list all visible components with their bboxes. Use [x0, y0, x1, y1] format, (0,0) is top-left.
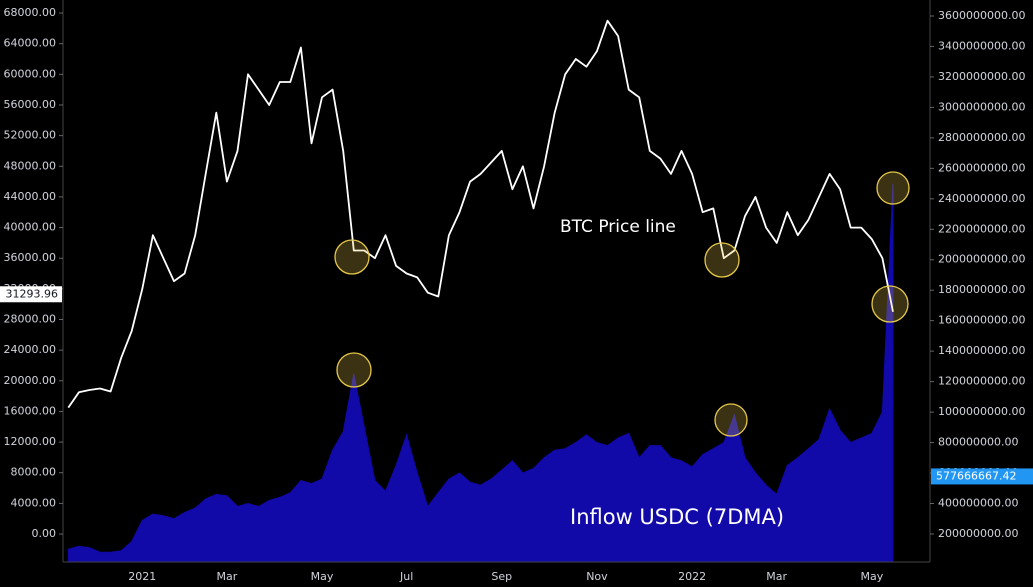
x-tick-label: 2021: [128, 570, 156, 583]
highlight-circle: [876, 171, 910, 205]
y2-tick-label: 2400000000.00: [938, 192, 1025, 205]
y2-tick-label: 3400000000.00: [938, 39, 1025, 52]
last-value-tag: [0, 286, 62, 303]
y2-tick-label: 800000000.00: [938, 436, 1018, 449]
y2-tick-label: 2200000000.00: [938, 222, 1025, 235]
y-tick-label: 52000.00: [4, 129, 57, 142]
series-label: Inflow USDC (7DMA): [570, 505, 784, 529]
y2-tick-label: 2600000000.00: [938, 161, 1025, 174]
y-tick-label: 20000.00: [4, 374, 57, 387]
plot-area: [67, 19, 894, 563]
y2-tick-label: 3000000000.00: [938, 100, 1025, 113]
last-value-label: 577666667.42: [936, 469, 1016, 482]
x-tick-label: Sep: [491, 570, 512, 583]
y-tick-label: 16000.00: [4, 404, 57, 417]
x-tick-label: Mar: [766, 570, 787, 583]
x-tick-label: May: [860, 570, 883, 583]
y2-tick-label: 1200000000.00: [938, 375, 1025, 388]
y2-tick-label: 1400000000.00: [938, 344, 1025, 357]
y2-tick-label: 400000000.00: [938, 496, 1018, 509]
highlight-circle: [334, 239, 370, 275]
y-tick-label: 24000.00: [4, 343, 57, 356]
y2-tick-label: 200000000.00: [938, 527, 1018, 540]
y-tick-label: 28000.00: [4, 313, 57, 326]
line: [67, 19, 894, 409]
highlight-circle: [336, 352, 372, 388]
y2-tick-label: 2000000000.00: [938, 253, 1025, 266]
last-value-label: 31293.96: [6, 287, 59, 300]
y-tick-label: 8000.00: [11, 466, 57, 479]
y2-tick-label: 1600000000.00: [938, 314, 1025, 327]
x-tick-label: May: [311, 570, 334, 583]
y-tick-label: 40000.00: [4, 221, 57, 234]
y-tick-label: 4000.00: [11, 496, 57, 509]
y-tick-label: 12000.00: [4, 435, 57, 448]
y-tick-label: 36000.00: [4, 251, 57, 264]
y2-tick-label: 2800000000.00: [938, 131, 1025, 144]
y-tick-label: 0.00: [32, 527, 57, 540]
y-tick-label: 48000.00: [4, 159, 57, 172]
highlight-circles: [334, 171, 910, 437]
highlight-circle: [871, 285, 909, 323]
y2-tick-label: 3200000000.00: [938, 70, 1025, 83]
y-tick-label: 60000.00: [4, 67, 57, 80]
area: [67, 183, 894, 563]
x-tick-label: 2022: [678, 570, 706, 583]
y-tick-label: 64000.00: [4, 37, 57, 50]
y-tick-label: 68000.00: [4, 6, 57, 19]
y-tick-label: 44000.00: [4, 190, 57, 203]
x-tick-label: Mar: [217, 570, 238, 583]
x-tick-label: Nov: [586, 570, 608, 583]
y2-tick-label: 1800000000.00: [938, 283, 1025, 296]
y2-tick-label: 3600000000.00: [938, 9, 1025, 22]
series-label: BTC Price line: [560, 217, 676, 237]
x-tick-label: Jul: [399, 570, 413, 583]
highlight-circle: [704, 242, 740, 278]
last-value-tag: [931, 468, 1033, 485]
y-tick-label: 56000.00: [4, 98, 57, 111]
y2-tick-label: 1000000000.00: [938, 405, 1025, 418]
highlight-circle: [714, 403, 748, 437]
